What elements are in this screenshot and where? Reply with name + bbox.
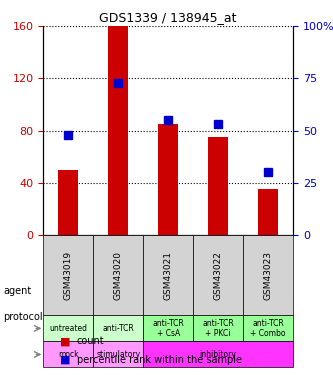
Text: GSM43023: GSM43023 (263, 251, 273, 300)
FancyBboxPatch shape (43, 235, 93, 315)
Bar (158, 124, 178, 235)
FancyBboxPatch shape (243, 235, 293, 315)
FancyBboxPatch shape (143, 235, 193, 315)
FancyBboxPatch shape (193, 235, 243, 315)
Text: anti-TCR
+ PKCi: anti-TCR + PKCi (202, 319, 234, 338)
Text: GSM43019: GSM43019 (64, 251, 73, 300)
Bar (108, 26, 128, 235)
Text: anti-TCR
+ Combo: anti-TCR + Combo (250, 319, 286, 338)
FancyBboxPatch shape (93, 235, 143, 315)
FancyBboxPatch shape (93, 315, 143, 341)
Text: mock: mock (58, 350, 79, 359)
Text: count: count (77, 336, 104, 346)
Text: anti-TCR: anti-TCR (102, 324, 134, 333)
FancyBboxPatch shape (193, 315, 243, 341)
FancyBboxPatch shape (243, 315, 293, 341)
Text: GSM43022: GSM43022 (213, 251, 223, 300)
Bar (208, 137, 228, 235)
FancyBboxPatch shape (143, 315, 193, 341)
Text: anti-TCR
+ CsA: anti-TCR + CsA (152, 319, 184, 338)
Text: GSM43021: GSM43021 (164, 251, 173, 300)
Text: inhibitory: inhibitory (200, 350, 236, 359)
Text: agent: agent (3, 286, 32, 296)
Text: ■: ■ (60, 355, 71, 365)
Bar (258, 189, 278, 235)
Title: GDS1339 / 138945_at: GDS1339 / 138945_at (100, 11, 237, 24)
FancyBboxPatch shape (143, 341, 293, 368)
Text: stimulatory: stimulatory (96, 350, 140, 359)
Text: protocol: protocol (3, 312, 43, 322)
FancyBboxPatch shape (93, 341, 143, 368)
Text: untreated: untreated (49, 324, 87, 333)
Text: ■: ■ (60, 336, 71, 346)
FancyBboxPatch shape (43, 315, 93, 341)
Text: percentile rank within the sample: percentile rank within the sample (77, 355, 241, 365)
Text: GSM43020: GSM43020 (114, 251, 123, 300)
FancyBboxPatch shape (43, 341, 93, 368)
Bar (58, 170, 78, 235)
